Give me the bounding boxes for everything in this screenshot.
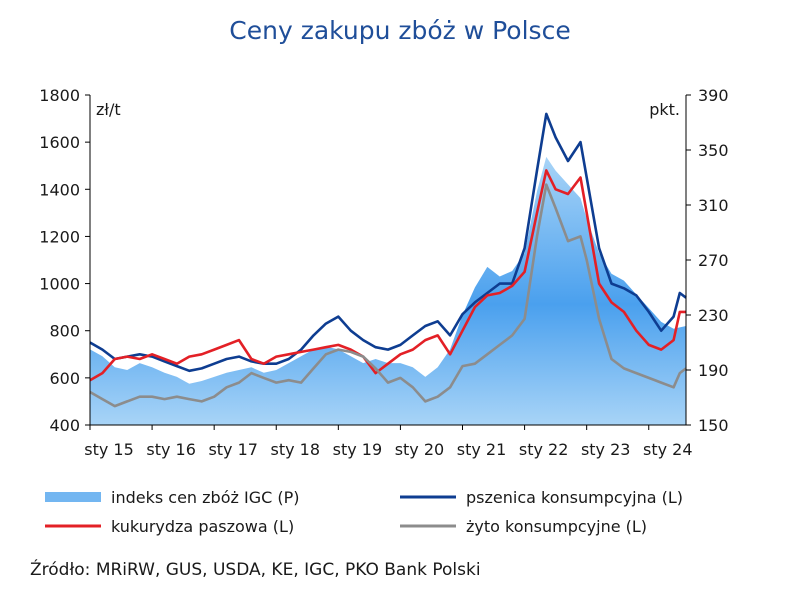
x-tick-label: sty 24 [643, 440, 693, 459]
x-tick-label: sty 23 [581, 440, 631, 459]
series-line-zyto-konsumpcyjne-l [89, 183, 687, 408]
chart-title: Ceny zakupu zbóż w Polsce [229, 16, 571, 45]
y-left-tick-label: 600 [49, 369, 80, 388]
legend-label-zyto-konsumpcyjne-l: żyto konsumpcyjne (L) [466, 517, 647, 536]
axes-layer: 400 600 800 1000 1200 1400 1600 1800 150 190 230 27… [39, 86, 728, 459]
source-note: Źródło: MRiRW, GUS, USDA, KE, IGC, PKO B… [30, 560, 481, 580]
y-right-unit: pkt. [649, 100, 680, 119]
x-tick-label: sty 17 [208, 440, 258, 459]
x-tick-label: sty 20 [395, 440, 445, 459]
y-right-tick-label: 390 [698, 86, 729, 105]
legend-swatch-indeks-cen-zboz-igc-p [45, 492, 101, 502]
x-tick-label: sty 16 [146, 440, 196, 459]
legend-label-kukurydza-paszowa-l: kukurydza paszowa (L) [111, 517, 294, 536]
y-left-tick-label: 1600 [39, 133, 80, 152]
y-left-tick-label: 800 [49, 322, 80, 341]
x-tick-label: sty 19 [333, 440, 383, 459]
y-right-tick-label: 150 [698, 416, 729, 435]
series-line-pszenica-konsumpcyjna-l [89, 112, 687, 373]
y-left-tick-label: 1800 [39, 86, 80, 105]
y-left-tick-label: 1200 [39, 227, 80, 246]
y-right-tick-label: 350 [698, 141, 729, 160]
plot-layer [89, 112, 687, 425]
series-line-kukurydza-paszowa-l [89, 169, 686, 382]
y-right-tick-label: 230 [698, 306, 729, 325]
legend-label-indeks-cen-zboz-igc-p: indeks cen zbóż IGC (P) [111, 488, 299, 507]
y-left-tick-label: 1400 [39, 180, 80, 199]
legend: indeks cen zbóż IGC (P) pszenica konsumpc… [45, 488, 683, 536]
y-right-tick-label: 270 [698, 251, 729, 270]
y-left-tick-label: 400 [49, 416, 80, 435]
series-area-indeks-cen-zboz-igc-p [90, 156, 686, 425]
x-tick-label: sty 18 [271, 440, 321, 459]
x-tick-label: sty 22 [519, 440, 569, 459]
legend-label-pszenica-konsumpcyjna-l: pszenica konsumpcyjna (L) [466, 488, 683, 507]
x-tick-label: sty 15 [84, 440, 134, 459]
y-right-tick-label: 190 [698, 361, 729, 380]
y-right-tick-label: 310 [698, 196, 729, 215]
y-left-unit: zł/t [96, 100, 121, 119]
x-tick-label: sty 21 [457, 440, 507, 459]
y-left-tick-label: 1000 [39, 275, 80, 294]
